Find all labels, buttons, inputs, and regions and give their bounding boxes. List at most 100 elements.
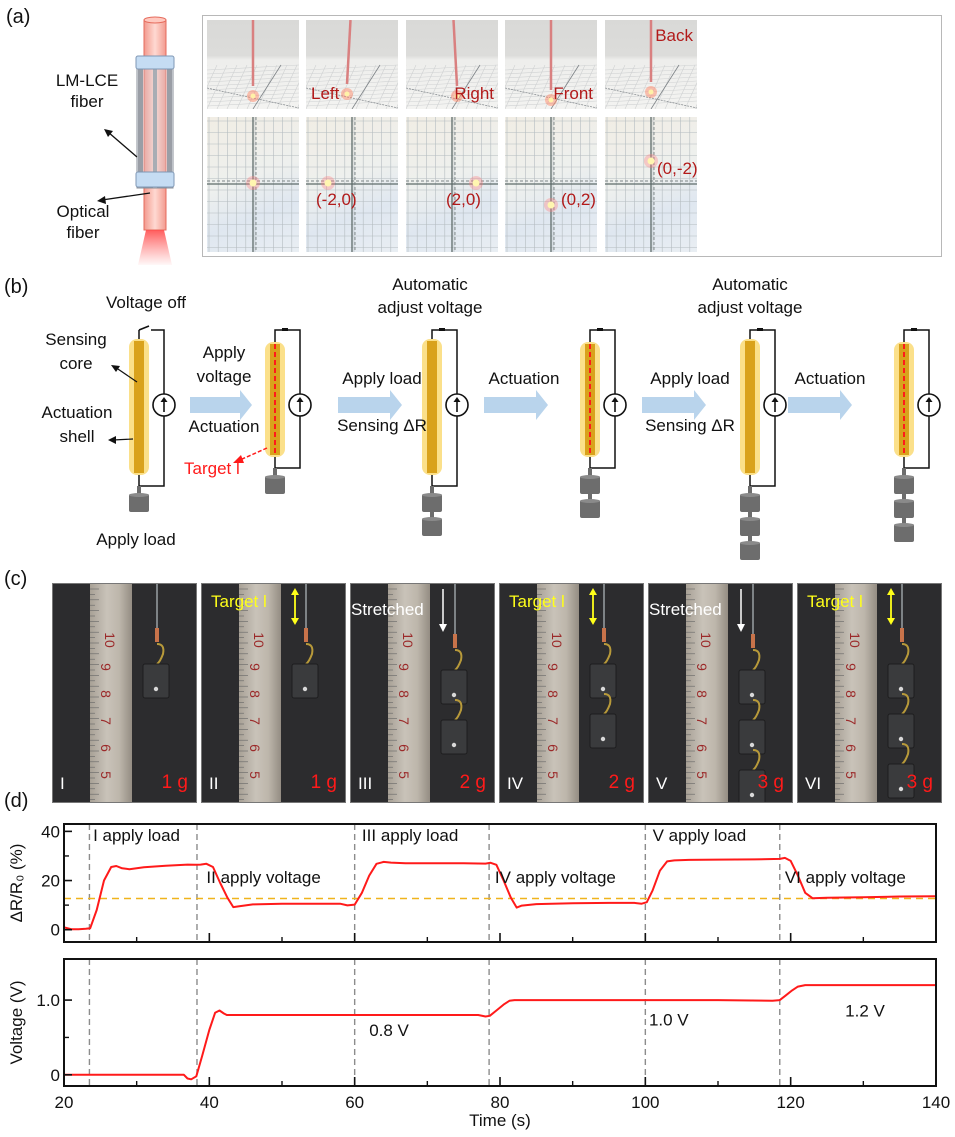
top-view-photo: Left bbox=[306, 20, 398, 109]
photo-direction-label: Right bbox=[454, 84, 494, 103]
label-auto-adjust-1a: Automatic bbox=[392, 275, 468, 294]
sensing-core bbox=[134, 341, 144, 473]
step-label-top: voltage bbox=[196, 367, 252, 386]
hook-icon bbox=[454, 699, 463, 721]
load-photo: 10 9 8 7 6 5 IV 2 g Target l bbox=[499, 583, 644, 803]
weight-icon bbox=[887, 763, 915, 799]
target-label: Target l bbox=[509, 592, 565, 611]
process-arrow-icon bbox=[642, 390, 706, 420]
spot-coordinate-label: (2,0) bbox=[446, 190, 481, 209]
hook-icon bbox=[156, 643, 165, 665]
closed-switch bbox=[439, 328, 445, 331]
hook-icon bbox=[603, 643, 612, 665]
grid-view-photo: (-2,0) bbox=[306, 117, 398, 252]
sensing-core bbox=[427, 341, 437, 473]
weight-icon bbox=[440, 669, 468, 705]
ruler: 10 9 8 7 6 5 bbox=[835, 584, 877, 802]
spot-coordinate-label: (-2,0) bbox=[316, 190, 357, 209]
grid-view-photo: (2,0) bbox=[406, 117, 498, 252]
weight-icon bbox=[740, 542, 760, 560]
fiber-stage bbox=[580, 328, 627, 518]
fiber-stage bbox=[894, 328, 941, 542]
hanging-weights-image bbox=[835, 584, 915, 800]
stage-annotation: 0.8 V bbox=[369, 1021, 409, 1040]
stage-number: I bbox=[60, 774, 65, 793]
weight-icon bbox=[887, 663, 915, 699]
open-switch bbox=[138, 325, 150, 331]
hook-icon bbox=[901, 743, 910, 765]
grid-view-photo bbox=[207, 117, 299, 252]
hanging-weights-image bbox=[239, 584, 319, 800]
weight-icon bbox=[887, 713, 915, 749]
x-tick-label: 20 bbox=[55, 1093, 74, 1112]
label-auto-adjust-2a: Automatic bbox=[712, 275, 788, 294]
closed-switch bbox=[597, 328, 603, 331]
arrow-actuation-shell bbox=[108, 436, 116, 444]
weight-icon bbox=[738, 769, 766, 802]
weight-icon bbox=[589, 663, 617, 699]
stage-annotation: 1.0 V bbox=[649, 1010, 689, 1029]
stage-number: IV bbox=[507, 774, 524, 793]
spot-grid-image bbox=[306, 117, 398, 252]
step-label-top: Actuation bbox=[488, 369, 560, 388]
photo-direction-label: Back bbox=[655, 26, 693, 45]
hanging-weights-image bbox=[90, 584, 170, 800]
x-tick-label: 60 bbox=[345, 1093, 364, 1112]
arrow-lm-lce bbox=[107, 131, 138, 158]
optical-fiber-schematic bbox=[97, 16, 175, 265]
light-beam bbox=[138, 230, 172, 265]
label-optical-2: fiber bbox=[66, 223, 100, 242]
process-arrow-icon bbox=[788, 390, 852, 420]
laser-probe-image bbox=[505, 20, 597, 109]
top-view-photo bbox=[207, 20, 299, 109]
weight-icon bbox=[422, 518, 442, 536]
stage-annotation: I apply load bbox=[93, 826, 180, 845]
label-auto-adjust-2b: adjust voltage bbox=[697, 298, 803, 317]
panel-label-a: (a) bbox=[6, 6, 31, 28]
label-sensing-core-1: Sensing bbox=[45, 330, 107, 349]
weight-icon bbox=[894, 500, 914, 518]
hook-icon bbox=[305, 643, 314, 665]
x-tick-label: 40 bbox=[200, 1093, 219, 1112]
weight-icon bbox=[291, 663, 319, 699]
panel-label-d: (d) bbox=[4, 790, 29, 812]
stage-number: V bbox=[656, 774, 668, 793]
data-line bbox=[64, 984, 936, 1081]
label-lm-lce-1: LM-LCE bbox=[55, 71, 119, 90]
top-view-photo: Right bbox=[406, 20, 498, 109]
y-axis-label: Voltage (V) bbox=[7, 980, 26, 1064]
photo-direction-label: Left bbox=[311, 84, 340, 103]
hanging-weights-image bbox=[537, 584, 617, 800]
stage-annotation: VI apply voltage bbox=[785, 868, 906, 887]
process-arrow-icon bbox=[338, 390, 402, 420]
weight-icon bbox=[440, 719, 468, 755]
plot-frame bbox=[63, 958, 937, 1087]
stage-annotation: III apply load bbox=[362, 826, 458, 845]
label-sensing-core-2: core bbox=[59, 354, 93, 373]
weight-icon bbox=[738, 669, 766, 705]
weight-icon bbox=[580, 500, 600, 518]
laser-probe-image bbox=[207, 20, 299, 109]
top-view-photo: Front bbox=[505, 20, 597, 109]
step-label-top: Apply load bbox=[650, 369, 730, 388]
x-tick-label: 140 bbox=[922, 1093, 950, 1112]
ruler: 10 9 8 7 6 5 bbox=[90, 584, 132, 802]
stage-annotation: IV apply voltage bbox=[495, 868, 616, 887]
y-tick-label: 20 bbox=[41, 872, 60, 891]
hook-icon bbox=[603, 693, 612, 715]
mass-label: 1 g bbox=[161, 772, 188, 793]
fiber-stage bbox=[129, 325, 176, 512]
label-actuation-shell-1: Actuation bbox=[41, 403, 113, 422]
load-photo: 10 9 8 7 6 5 II 1 g Target l bbox=[201, 583, 346, 803]
hook-icon bbox=[454, 649, 463, 671]
mass-label: 3 g bbox=[757, 772, 784, 793]
load-photo: 10 9 8 7 6 5 III 2 g Stretched bbox=[350, 583, 495, 803]
spot-coordinate-label: (0,2) bbox=[561, 190, 596, 209]
stage-number: II bbox=[209, 774, 219, 793]
closed-switch bbox=[911, 328, 917, 331]
fiber-stage bbox=[265, 328, 312, 494]
step-label-top: Apply load bbox=[342, 369, 422, 388]
weight-icon bbox=[894, 524, 914, 542]
fiber-stage bbox=[740, 328, 787, 560]
process-arrow-icon bbox=[190, 390, 252, 420]
